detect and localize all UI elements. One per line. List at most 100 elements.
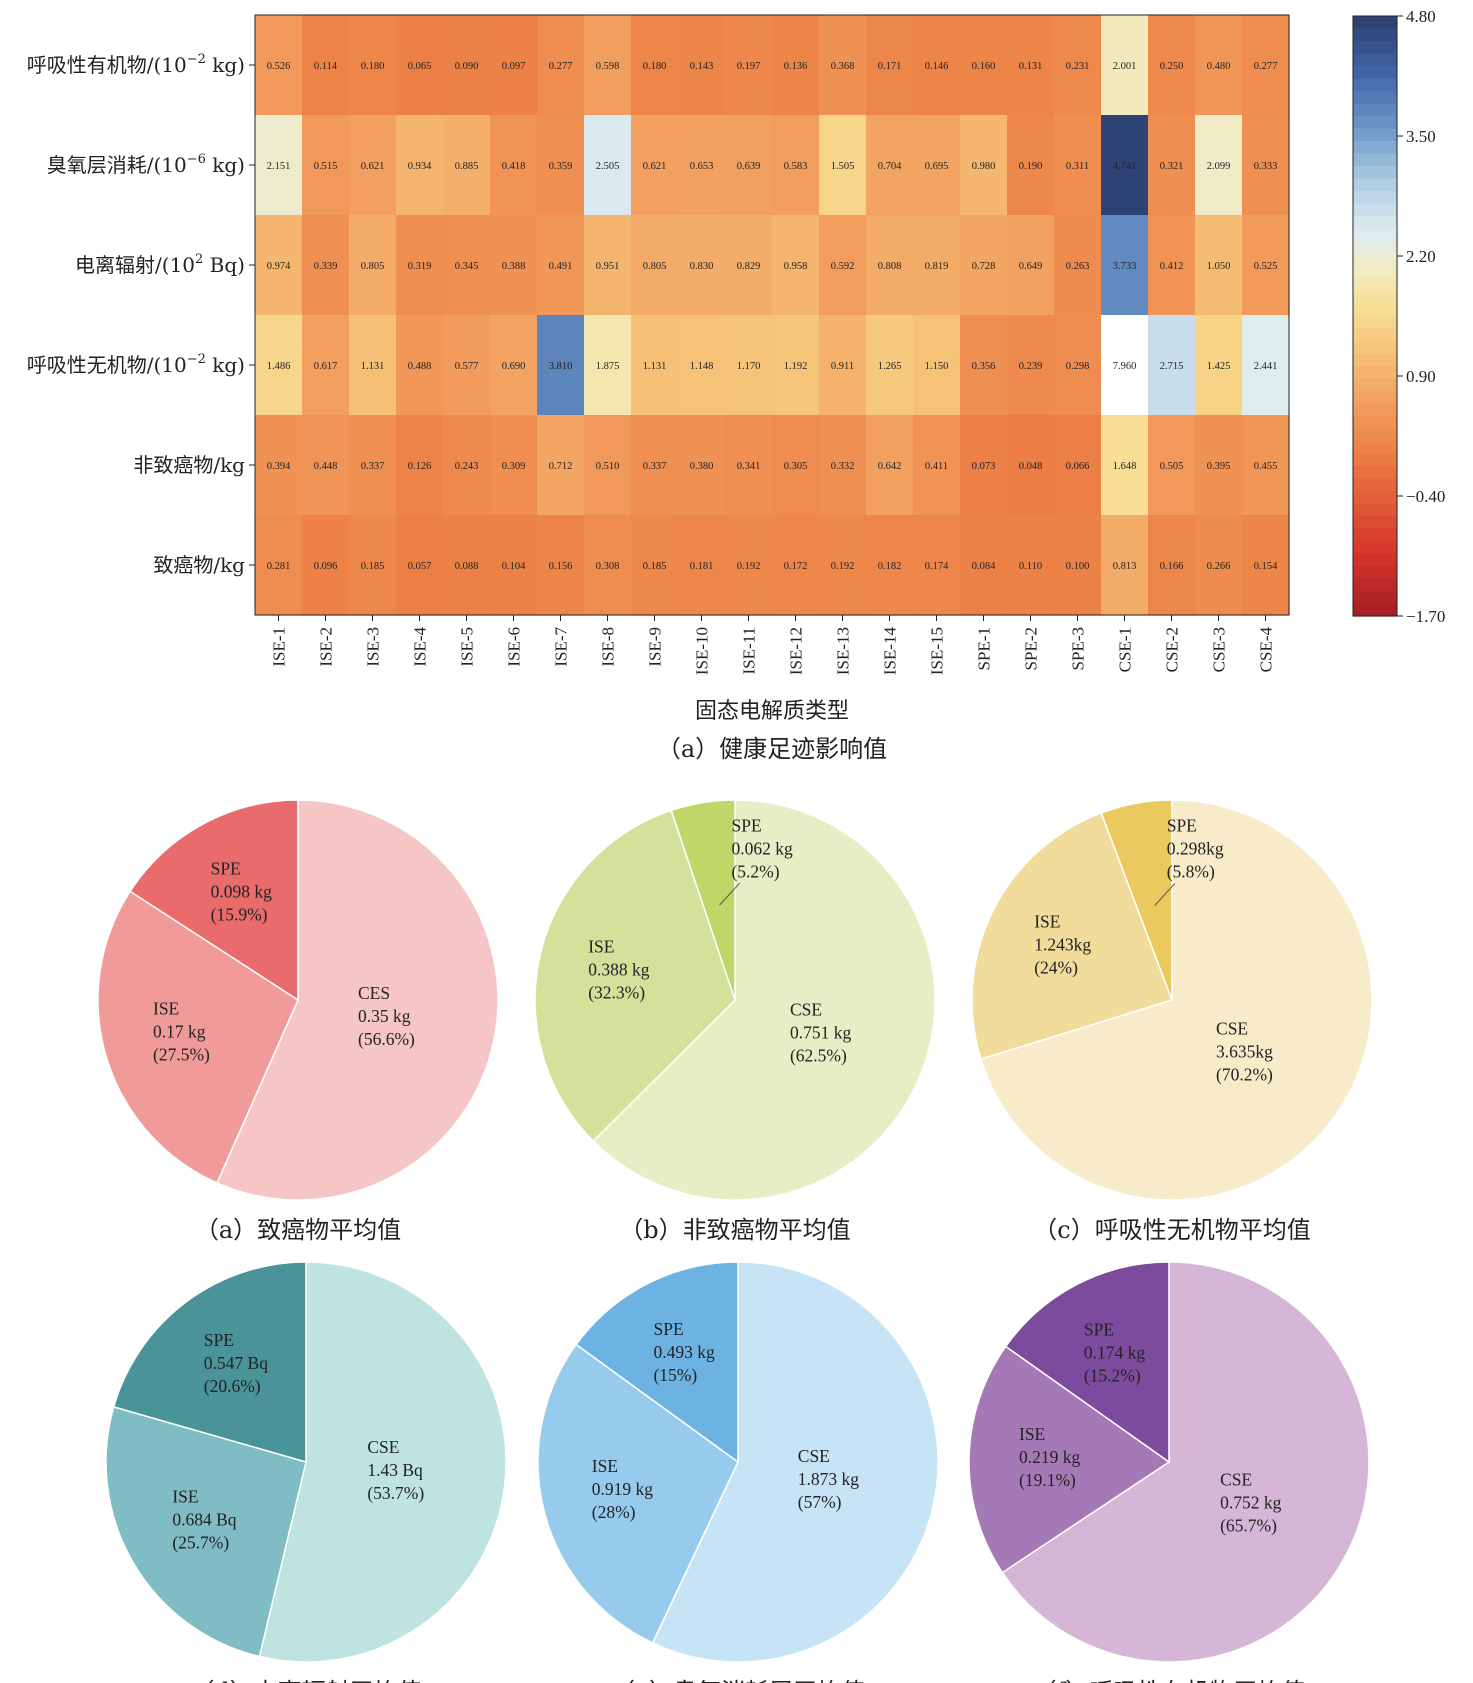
- heatmap-value: 0.704: [878, 161, 902, 172]
- heatmap-value: 0.974: [267, 261, 291, 272]
- x-tick-label: ISE-5: [458, 627, 477, 667]
- x-tick-label: ISE-7: [552, 627, 571, 667]
- colorbar-band: [1353, 391, 1397, 405]
- heatmap-value: 0.100: [1066, 561, 1090, 572]
- colorbar: 4.80 3.50 2.20 0.90 −0.40 −1.70: [1352, 7, 1445, 626]
- heatmap-cell-3-15: [960, 315, 1008, 416]
- pie-label-value: 1.43 Bq: [367, 1460, 423, 1480]
- y-label-unit: Bq): [203, 253, 245, 277]
- heatmap-cell-0-19: [1148, 15, 1196, 116]
- colorbar-band: [1353, 178, 1397, 192]
- x-tick-label: ISE-9: [646, 627, 665, 667]
- colorbar-band: [1353, 566, 1397, 580]
- heatmap-cell-2-11: [772, 215, 820, 316]
- heatmap-cell-0-6: [537, 15, 585, 116]
- heatmap-cell-1-12: [819, 115, 867, 216]
- heatmap-value: 0.160: [972, 61, 996, 72]
- pie-slice-cse: [651, 1261, 939, 1663]
- heatmap-value: 0.728: [972, 261, 996, 272]
- pie-label-percent: (15.2%): [1084, 1365, 1141, 1385]
- heatmap-cell-1-3: [396, 115, 444, 216]
- heatmap-value: 1.425: [1207, 361, 1231, 372]
- heatmap-value: 0.980: [972, 161, 996, 172]
- heatmap-value: 0.114: [314, 61, 338, 72]
- heatmap-cell-5-20: [1195, 515, 1243, 616]
- heatmap-cell-3-0: [255, 315, 303, 416]
- heatmap-cell-4-16: [1007, 415, 1055, 516]
- y-tick-label: 致癌物/kg: [153, 553, 245, 577]
- heatmap-cell-4-12: [819, 415, 867, 516]
- heatmap-value: 0.171: [878, 61, 902, 72]
- heatmap-cell-4-13: [866, 415, 914, 516]
- heatmap-cell-2-12: [819, 215, 867, 316]
- heatmap-value: 0.885: [455, 161, 479, 172]
- heatmap-value: 1.875: [596, 361, 620, 372]
- heatmap-value: 0.311: [1066, 161, 1089, 172]
- colorbar-band: [1353, 53, 1397, 67]
- heatmap-value: 0.143: [690, 61, 714, 72]
- pie-label-percent: (32.3%): [588, 982, 645, 1002]
- colorbar-band: [1353, 403, 1397, 417]
- pie-label-name: SPE: [204, 1330, 234, 1350]
- heatmap-cell-5-21: [1242, 515, 1290, 616]
- colorbar-band: [1353, 16, 1397, 30]
- heatmap-value: 0.505: [1160, 461, 1184, 472]
- y-tick-label: 电离辐射/(102 Bq): [75, 252, 245, 277]
- heatmap-value: 0.690: [502, 361, 526, 372]
- pie-chart-5: CSE 1.873 kg (57%) ISE 0.919 kg (28%) SPE 0.493…: [537, 1261, 939, 1683]
- heatmap-cell-3-10: [725, 315, 773, 416]
- heatmap-cell-1-11: [772, 115, 820, 216]
- heatmap-cell-2-3: [396, 215, 444, 316]
- heatmap-cell-4-14: [913, 415, 961, 516]
- heatmap-value: 0.073: [972, 461, 996, 472]
- heatmap-cell-4-9: [678, 415, 726, 516]
- heatmap-cell-2-19: [1148, 215, 1196, 316]
- pie-label-name: SPE: [1167, 816, 1197, 836]
- pie-label-name: ISE: [1019, 1424, 1045, 1444]
- heatmap-value: 0.394: [267, 461, 291, 472]
- heatmap-cell-1-4: [443, 115, 491, 216]
- heatmap-value: 0.337: [643, 461, 667, 472]
- pie-label-value: 0.493 kg: [653, 1342, 715, 1362]
- heatmap-value: 0.048: [1019, 461, 1043, 472]
- heatmap-cell-1-10: [725, 115, 773, 216]
- heatmap-cell-3-18: [1101, 315, 1149, 416]
- colorbar-band: [1353, 578, 1397, 592]
- heatmap-value: 0.911: [831, 361, 854, 372]
- colorbar-band: [1353, 516, 1397, 530]
- heatmap-value: 0.126: [408, 461, 432, 472]
- heatmap-value: 0.309: [502, 461, 526, 472]
- heatmap-frame: [254, 14, 1290, 616]
- heatmap-value: 0.395: [1207, 461, 1231, 472]
- pie-label-percent: (5.8%): [1167, 862, 1215, 882]
- pie-slice-ces: [216, 799, 499, 1201]
- pie-label-percent: (20.6%): [204, 1376, 261, 1396]
- heatmap-cell-1-9: [678, 115, 726, 216]
- heatmap-value: 0.277: [1254, 61, 1278, 72]
- heatmap-value: 0.642: [878, 461, 902, 472]
- pie-slice-cse: [258, 1261, 507, 1663]
- heatmap: 0.526 0.114 0.180 0.065 0.090 0.097 0.277 0.598…: [27, 14, 1290, 763]
- colorbar-tick-label: −1.70: [1406, 607, 1445, 626]
- heatmap-value: 0.491: [549, 261, 573, 272]
- heatmap-cell-5-16: [1007, 515, 1055, 616]
- heatmap-value: 1.131: [643, 361, 667, 372]
- heatmap-cell-3-5: [490, 315, 538, 416]
- heatmap-value: 2.441: [1254, 361, 1278, 372]
- pie-label-percent: (19.1%): [1019, 1470, 1076, 1490]
- heatmap-value: 0.356: [972, 361, 996, 372]
- pie-slice-ise: [537, 1343, 739, 1644]
- heatmap-cell-5-5: [490, 515, 538, 616]
- heatmap-cell-2-2: [349, 215, 397, 316]
- heatmap-value: 1.150: [925, 361, 949, 372]
- y-label-text: 呼吸性有机物/(10: [27, 53, 187, 77]
- colorbar-band: [1353, 228, 1397, 242]
- heatmap-value: 0.192: [831, 561, 855, 572]
- heatmap-value: 0.131: [1019, 61, 1043, 72]
- heatmap-value: 0.154: [1254, 561, 1278, 572]
- heatmap-value: 0.156: [549, 561, 573, 572]
- pie-label-percent: (5.2%): [731, 861, 779, 881]
- heatmap-cell-4-0: [255, 415, 303, 516]
- heatmap-value: 0.088: [455, 561, 479, 572]
